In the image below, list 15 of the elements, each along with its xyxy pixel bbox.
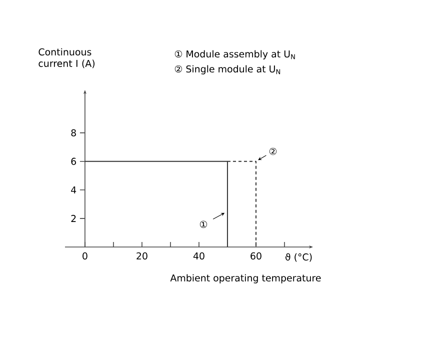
x-axis-title: ϑ (°C) xyxy=(285,253,312,262)
text: ② Single module at U$_{N}$ xyxy=(174,65,280,74)
x-tick-label: 40 xyxy=(193,252,204,260)
y-tick-label: 6 xyxy=(71,158,76,165)
annotation: ① xyxy=(200,220,208,228)
y-tick-label: 2 xyxy=(71,214,76,222)
text: Ambient operating temperature xyxy=(170,274,321,284)
annotation: ② xyxy=(269,148,277,155)
x-tick-label: 60 xyxy=(250,252,262,260)
x-tick-label: 0 xyxy=(82,252,88,260)
x-tick-label: 20 xyxy=(136,252,148,260)
y-axis-title: Continuous current I (A) xyxy=(38,48,94,68)
y-tick-label: 4 xyxy=(71,186,76,194)
y-tick-label: 8 xyxy=(71,129,76,136)
text: ① Module assembly at U$_{N}$ xyxy=(174,50,295,60)
